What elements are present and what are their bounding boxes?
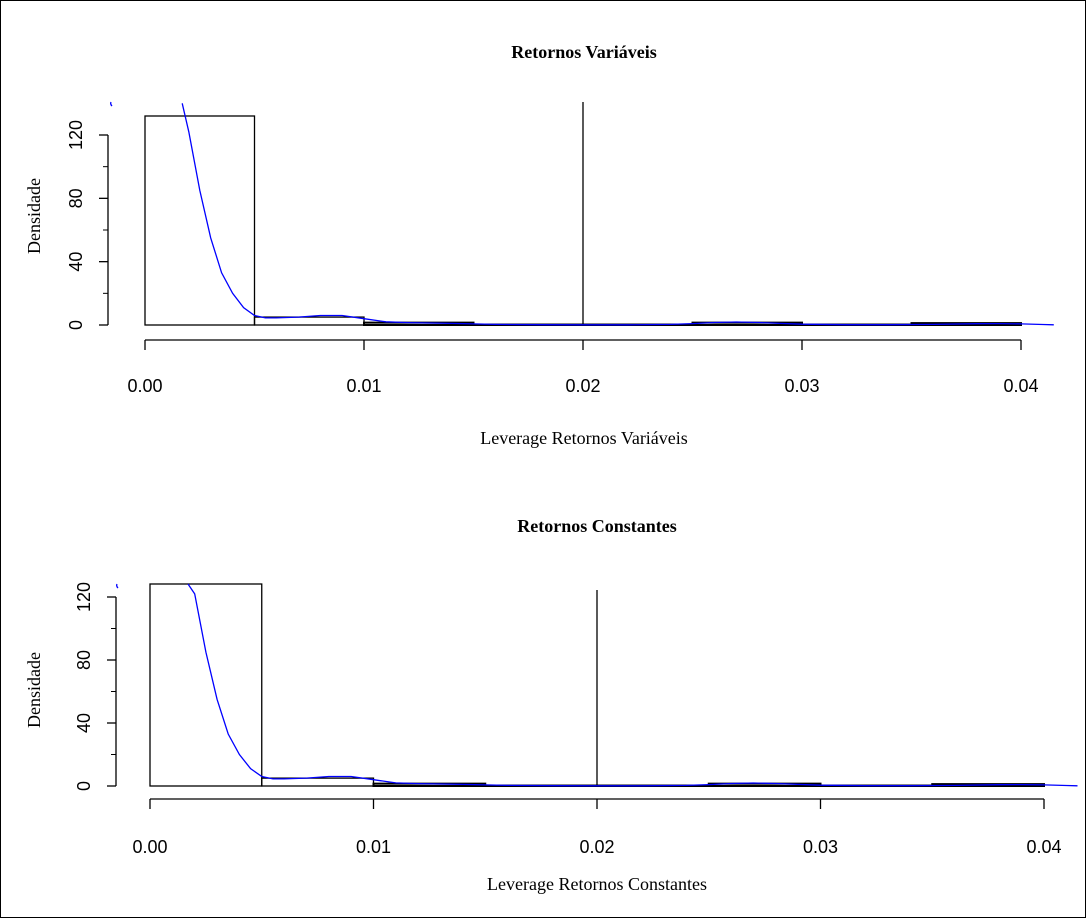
y-tick-label: 80	[74, 650, 94, 670]
y-tick-label: 120	[66, 120, 86, 150]
x-tick-label: 0.02	[579, 837, 614, 857]
x-tick-label: 0.00	[127, 376, 162, 396]
density-curve	[181, 103, 1054, 326]
y-tick-label: 0	[74, 781, 94, 791]
x-tick-label: 0.00	[132, 837, 167, 857]
x-tick-label: 0.01	[346, 376, 381, 396]
x-tick-label: 0.03	[803, 837, 838, 857]
density-curve-edge	[116, 583, 119, 589]
y-tick-label: 80	[66, 188, 86, 208]
chart-title: Retornos Variáveis	[511, 42, 657, 62]
x-axis-label: Leverage Retornos Variáveis	[480, 428, 688, 448]
x-tick-label: 0.01	[356, 837, 391, 857]
histogram-bar	[261, 777, 375, 787]
panel-retornos-constantes: Retornos Constantes Leverage Retornos Co…	[24, 516, 1078, 894]
histogram-bar	[149, 583, 263, 787]
x-tick-label: 0.04	[1026, 837, 1061, 857]
density-curve	[187, 583, 1078, 787]
x-tick-label: 0.03	[784, 376, 819, 396]
y-tick-label: 40	[66, 252, 86, 272]
x-tick-label: 0.02	[565, 376, 600, 396]
y-axis-label: Densidade	[24, 652, 44, 728]
y-tick-label: 40	[74, 713, 94, 733]
y-tick-label: 120	[74, 582, 94, 612]
histogram-bar	[144, 115, 256, 326]
density-curve-edge	[110, 101, 113, 107]
x-axis-label: Leverage Retornos Constantes	[487, 874, 707, 894]
chart-title: Retornos Constantes	[517, 516, 677, 536]
y-tick-label: 0	[66, 320, 86, 330]
y-axis-label: Densidade	[24, 178, 44, 254]
panel-retornos-variaveis: Retornos Variáveis Leverage Retornos Var…	[24, 42, 1054, 448]
x-tick-label: 0.04	[1003, 376, 1038, 396]
histogram-bar	[253, 316, 365, 326]
